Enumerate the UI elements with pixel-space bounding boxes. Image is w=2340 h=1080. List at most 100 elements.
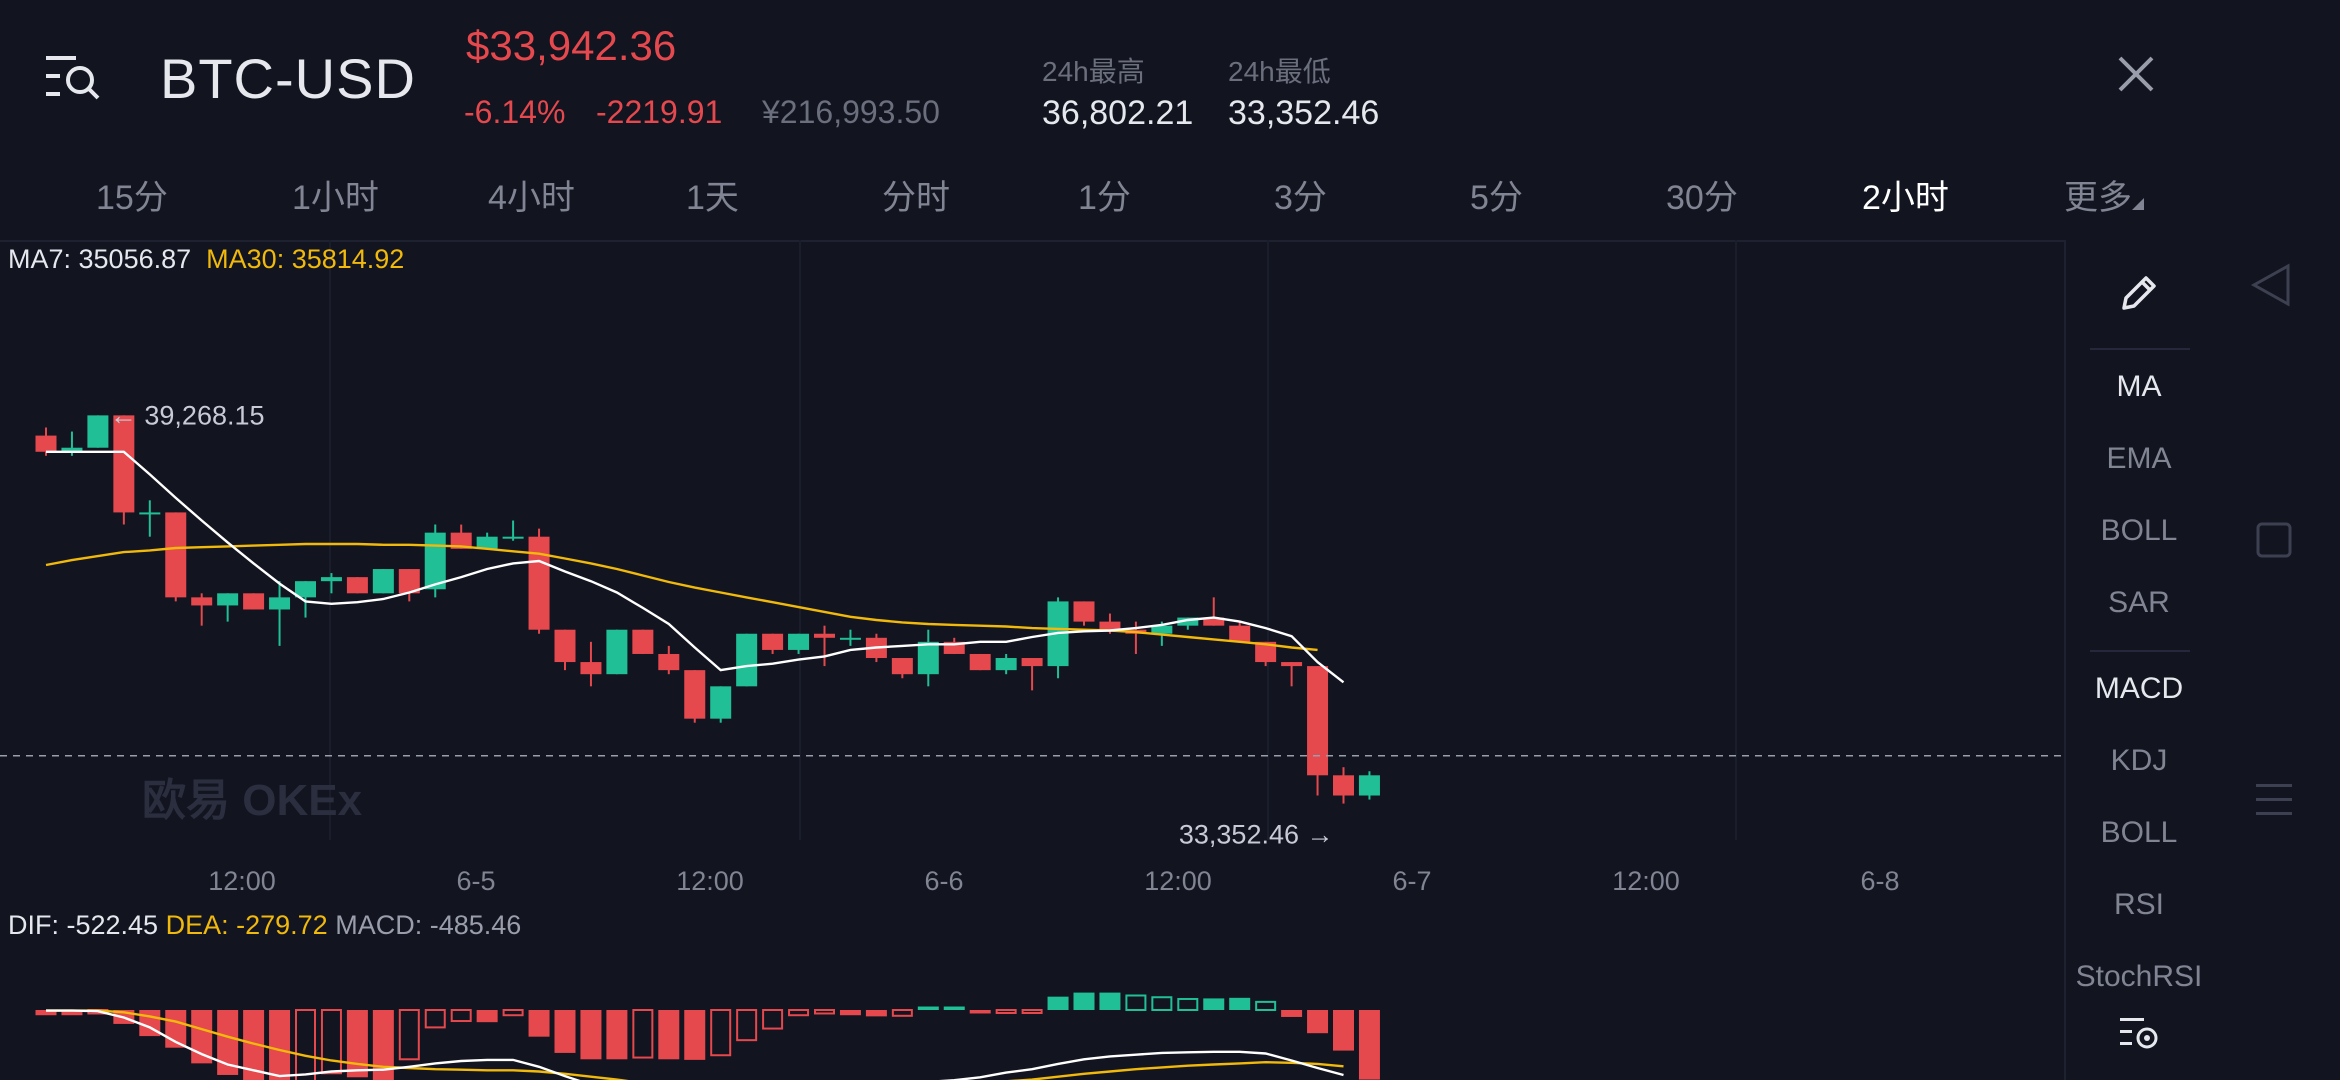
price-chart[interactable]: 欧易 OKEx 12:00 6-5 12:00 6-6 12:00 6-7 12:00 6-8… — [0, 240, 2064, 1080]
chart-grid — [329, 240, 1737, 840]
tab-15m[interactable]: 15分 — [96, 179, 168, 217]
menu-search-icon[interactable] — [44, 50, 104, 106]
candle-body — [632, 629, 654, 654]
macd-bar — [398, 1009, 420, 1061]
candle-body — [61, 447, 83, 452]
tab-timeshare[interactable]: 分时 — [882, 179, 950, 217]
min-price-label: 33,352.46 → — [1179, 820, 1334, 850]
dea-line — [46, 1009, 1344, 1080]
candle-body — [424, 532, 446, 590]
macd-bar — [1203, 998, 1225, 1010]
trading-pair-symbol[interactable]: BTC-USD — [160, 47, 416, 110]
indicator-boll-main[interactable]: BOLL — [2100, 514, 2178, 547]
high-24h-value: 36,802.21 — [1042, 94, 1194, 132]
candle-body — [1229, 625, 1251, 642]
candle-body — [1358, 775, 1380, 796]
macd-bar — [528, 1010, 550, 1037]
indicator-settings-icon[interactable] — [2118, 1014, 2160, 1052]
macd-bar — [1021, 1009, 1043, 1014]
indicator-ma[interactable]: MA — [2116, 370, 2162, 403]
candle-body — [450, 532, 472, 549]
macd-bar — [61, 1010, 83, 1016]
candle-body — [1099, 621, 1121, 630]
macd-bar — [969, 1010, 991, 1014]
macd-bar — [736, 1009, 758, 1042]
macd-bar — [372, 1010, 394, 1080]
indicator-ema[interactable]: EMA — [2106, 442, 2172, 475]
macd-bar — [788, 1009, 810, 1017]
last-price: $33,942.36 — [466, 22, 677, 69]
candle-body — [320, 577, 342, 582]
macd-bar — [1073, 992, 1095, 1010]
candle-body — [217, 593, 239, 606]
candle-body — [1151, 625, 1173, 634]
tab-5m[interactable]: 5分 — [1470, 179, 1523, 217]
tab-2h[interactable]: 2小时 — [1862, 179, 1949, 217]
x-axis: 12:00 6-5 12:00 6-6 12:00 6-7 12:00 6-8 — [208, 866, 1899, 896]
ma30-legend: MA30: 35814.92 — [206, 244, 405, 274]
x-tick-label: 6-6 — [924, 866, 963, 896]
x-tick-label: 6-8 — [1860, 866, 1899, 896]
candle-body — [165, 512, 187, 598]
macd-bar — [502, 1009, 524, 1017]
macd-bar — [839, 1010, 861, 1016]
macd-bar — [1099, 992, 1121, 1010]
candle-body — [580, 662, 602, 675]
x-tick-label: 6-7 — [1392, 866, 1431, 896]
candle-body — [1333, 775, 1354, 796]
macd-bar — [710, 1009, 732, 1057]
high-low-markers: ← 39,268.15 33,352.46 → — [110, 400, 1334, 849]
candle-body — [1177, 617, 1199, 626]
ma7-legend: MA7: 35056.87 — [8, 244, 192, 274]
indicator-sar[interactable]: SAR — [2108, 586, 2170, 619]
sidebar-divider — [2090, 650, 2190, 652]
tab-1d[interactable]: 1天 — [686, 179, 739, 217]
moving-average-lines — [45, 450, 1345, 684]
lines-icon[interactable] — [2256, 780, 2292, 820]
candle-body — [814, 633, 835, 638]
tab-more[interactable]: 更多 — [2064, 179, 2132, 217]
macd-value-legend: MACD: -485.46 — [335, 910, 522, 940]
indicator-boll-sub[interactable]: BOLL — [2100, 816, 2178, 849]
macd-bar — [814, 1009, 835, 1015]
candle-body — [398, 569, 420, 594]
macd-bar — [1255, 1000, 1277, 1012]
macd-bar — [1229, 997, 1251, 1010]
tab-3m[interactable]: 3分 — [1274, 179, 1327, 217]
candle-body — [1073, 601, 1095, 622]
indicator-rsi[interactable]: RSI — [2113, 888, 2164, 921]
macd-legend: DIF: -522.45 DEA: -279.72 MACD: -485.46 — [8, 910, 521, 941]
macd-bar — [762, 1009, 784, 1030]
tab-4h[interactable]: 4小时 — [488, 179, 575, 217]
macd-bar — [191, 1010, 213, 1064]
macd-bar — [346, 1010, 368, 1078]
tab-1m[interactable]: 1分 — [1078, 179, 1131, 217]
candle-body — [243, 593, 265, 610]
macd-bar — [684, 1010, 706, 1060]
macd-bar — [1047, 996, 1069, 1010]
x-tick-label: 12:00 — [676, 866, 744, 896]
square-icon[interactable] — [2256, 522, 2292, 558]
macd-bar — [295, 1009, 316, 1080]
ma-legend: MA7: 35056.87 MA30: 35814.92 — [8, 244, 404, 275]
tab-30m[interactable]: 30分 — [1666, 179, 1738, 217]
macd-bar — [554, 1010, 576, 1053]
indicator-macd[interactable]: MACD — [2094, 672, 2184, 705]
candle-body — [554, 629, 576, 663]
indicator-kdj[interactable]: KDJ — [2110, 744, 2168, 777]
candle-body — [969, 653, 991, 671]
macd-lines — [46, 1009, 1344, 1080]
back-triangle-icon[interactable] — [2250, 262, 2292, 308]
candle-body — [295, 581, 316, 598]
pencil-icon[interactable] — [2116, 272, 2160, 316]
indicator-stochrsi[interactable]: StochRSI — [2075, 960, 2203, 993]
candle-body — [1307, 666, 1329, 776]
macd-bar — [1177, 997, 1199, 1011]
macd-bar — [943, 1006, 965, 1010]
macd-bar — [476, 1010, 498, 1023]
close-icon[interactable] — [2114, 52, 2158, 96]
price-cny: ¥216,993.50 — [762, 94, 940, 130]
low-24h-label: 24h最低 — [1228, 56, 1331, 87]
candlesticks — [35, 415, 1380, 804]
tab-1h[interactable]: 1小时 — [292, 179, 379, 217]
